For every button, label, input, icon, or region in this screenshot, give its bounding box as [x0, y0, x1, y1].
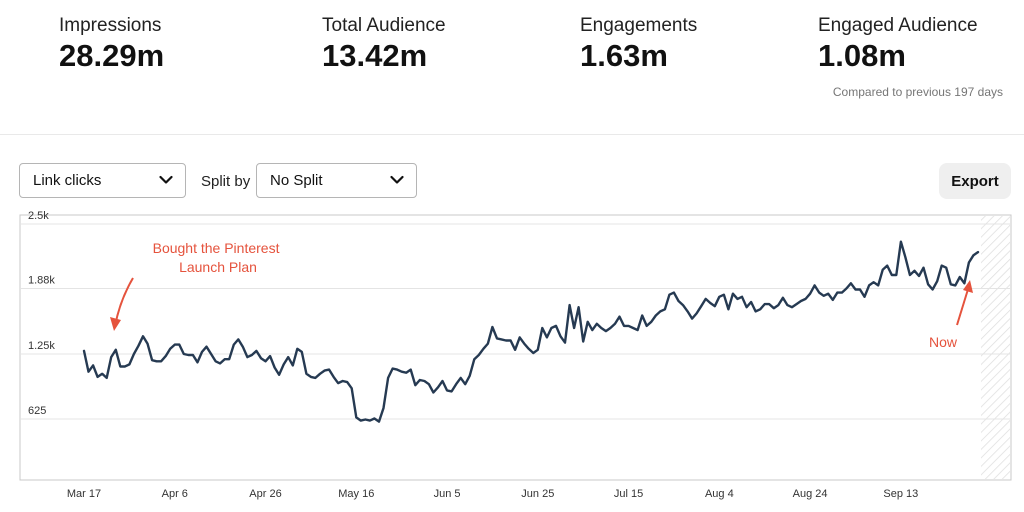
x-tick-label: Aug 24 — [793, 488, 828, 500]
split-select-value: No Split — [270, 172, 323, 189]
x-tick-label: Aug 4 — [705, 488, 734, 500]
x-tick-label: Jul 15 — [614, 488, 643, 500]
x-tick-label: Sep 13 — [883, 488, 918, 500]
x-tick-label: Jun 5 — [434, 488, 461, 500]
metric-engagements: Engagements 1.63m — [580, 14, 697, 74]
chevron-down-icon — [390, 175, 404, 184]
y-tick-label: 1.88k — [28, 274, 55, 286]
metric-select[interactable]: Link clicks — [19, 163, 186, 198]
x-tick-label: May 16 — [338, 488, 374, 500]
x-tick-label: Apr 26 — [249, 488, 281, 500]
annotation-line: Launch Plan — [179, 259, 257, 275]
metric-impressions: Impressions 28.29m — [59, 14, 164, 74]
divider — [0, 134, 1024, 135]
annotation-now: Now — [929, 334, 958, 350]
export-button[interactable]: Export — [939, 163, 1011, 199]
metric-select-value: Link clicks — [33, 172, 102, 189]
metric-value: 1.08m — [818, 38, 906, 73]
y-tick-label: 1.25k — [28, 340, 55, 352]
comparison-note: Compared to previous 197 days — [832, 85, 1003, 99]
x-tick-label: Apr 6 — [162, 488, 188, 500]
annotation-launch-plan: Bought the Pinterest Launch Plan — [153, 240, 284, 275]
future-hatch — [981, 216, 1010, 479]
series-line — [82, 240, 980, 423]
annotation-arrowhead — [963, 280, 973, 293]
metric-label: Engaged Audience — [818, 15, 978, 36]
metric-label: Total Audience — [322, 15, 446, 36]
annotation-line: Bought the Pinterest — [153, 240, 280, 256]
metric-total-audience: Total Audience 13.42m — [322, 14, 446, 74]
metric-label: Engagements — [580, 15, 698, 36]
split-by-label: Split by — [201, 173, 251, 190]
metric-value: 13.42m — [322, 38, 428, 73]
annotation-arrowhead — [110, 317, 121, 331]
split-select[interactable]: No Split — [256, 163, 417, 198]
metric-value: 1.63m — [580, 38, 668, 73]
x-tick-label: Mar 17 — [67, 488, 101, 500]
y-tick-label: 625 — [28, 405, 46, 417]
annotation-arrow — [956, 285, 970, 326]
y-tick-label: 2.5k — [28, 210, 49, 222]
metric-value: 28.29m — [59, 38, 165, 73]
chevron-down-icon — [159, 175, 173, 184]
metric-engaged-audience: Engaged Audience 1.08m — [818, 14, 978, 74]
x-tick-label: Jun 25 — [521, 488, 554, 500]
link-clicks-chart: 625 1.25k 1.88k 2.5k Mar 17 Apr 6 Apr 26 May 1… — [19, 210, 1012, 500]
metric-label: Impressions — [59, 15, 162, 36]
